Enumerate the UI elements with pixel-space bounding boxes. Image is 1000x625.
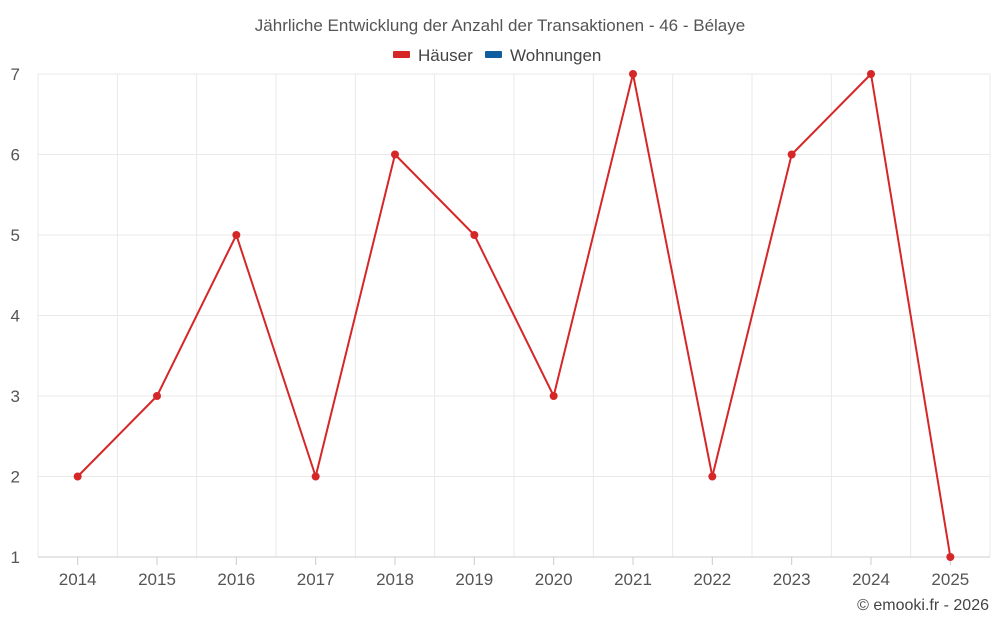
data-point[interactable] [787, 150, 796, 159]
credit-text: © emooki.fr - 2026 [857, 597, 989, 614]
series-line-0 [76, 73, 952, 558]
data-point[interactable] [946, 553, 955, 561]
legend-label-haeuser[interactable]: Häuser [418, 46, 473, 65]
data-point[interactable] [153, 392, 161, 400]
x-tick-label: 2014 [59, 570, 97, 589]
y-tick-label: 5 [11, 226, 20, 245]
y-tick-label: 7 [11, 65, 20, 84]
x-tick-label: 2018 [376, 570, 414, 589]
y-tick-label: 2 [11, 468, 20, 487]
data-point[interactable] [232, 231, 241, 239]
y-tick-label: 4 [11, 307, 20, 326]
x-tick-label: 2017 [297, 570, 335, 589]
data-point[interactable] [73, 472, 82, 481]
data-point[interactable] [391, 150, 399, 159]
legend-swatch-haeuser [393, 51, 410, 58]
data-point[interactable] [867, 70, 875, 78]
data-point[interactable] [708, 472, 717, 481]
series-layer [73, 70, 955, 561]
x-tick-label: 2015 [138, 570, 176, 589]
x-tick-label: 2019 [455, 570, 493, 589]
data-point[interactable] [629, 70, 637, 78]
x-tick-label: 2021 [614, 570, 652, 589]
x-tick-label: 2024 [852, 570, 890, 589]
x-tick-label: 2023 [773, 570, 811, 589]
data-point[interactable] [311, 472, 320, 481]
data-point[interactable] [549, 392, 558, 400]
axes: 1 2 3 4 5 6 7 2014 2015 2016 2017 2018 2019 2020 2021 2… [11, 65, 990, 589]
y-tick-label: 1 [11, 548, 20, 567]
legend: Häuser Wohnungen [393, 46, 601, 65]
x-tick-label: 2020 [535, 570, 573, 589]
x-tick-label: 2016 [217, 570, 255, 589]
x-tick-label: 2022 [693, 570, 731, 589]
legend-swatch-wohnungen [485, 51, 502, 58]
legend-label-wohnungen[interactable]: Wohnungen [510, 46, 601, 65]
y-tick-label: 6 [11, 146, 20, 165]
data-point[interactable] [470, 231, 479, 239]
chart-title: Jährliche Entwicklung der Anzahl der Tra… [255, 16, 745, 35]
x-tick-label: 2025 [931, 570, 969, 589]
y-tick-label: 3 [11, 387, 20, 406]
